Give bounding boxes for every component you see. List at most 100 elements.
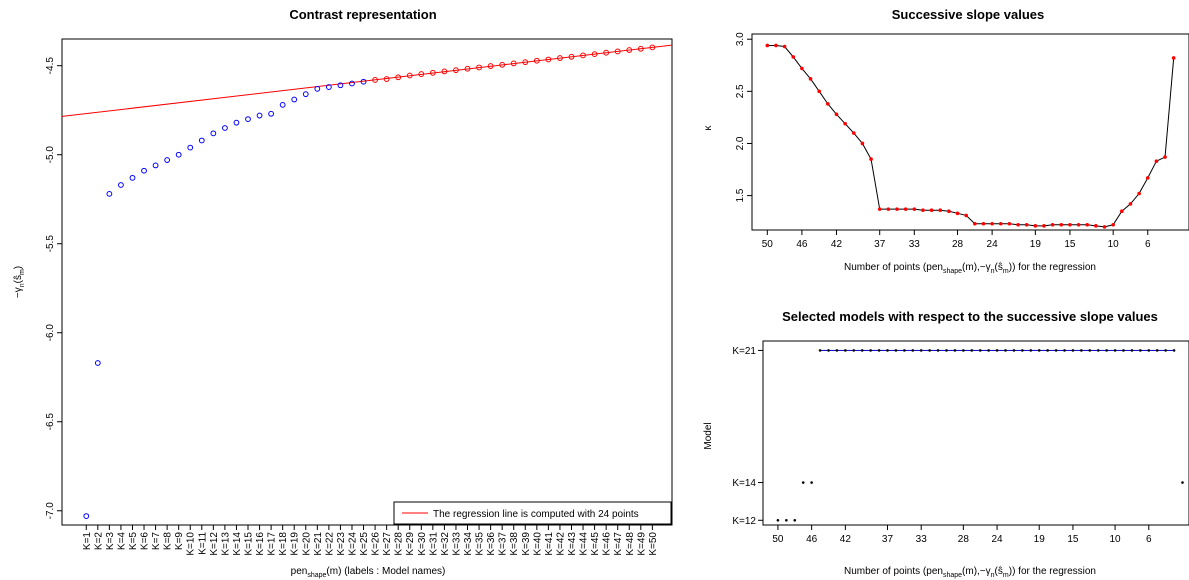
selected-model-point [953, 349, 957, 352]
slope-point [834, 112, 839, 117]
contrast-x-tick-label: K=45 [590, 532, 601, 556]
contrast-x-tick-label: K=50 [648, 532, 659, 556]
contrast-point [637, 45, 644, 52]
slope-y-tick-label: 2.5 [735, 84, 746, 98]
selected-model-point [1029, 349, 1033, 352]
contrast-x-tick-label: K=14 [232, 532, 243, 556]
selected-model-point [1172, 349, 1176, 352]
contrast-point [152, 162, 159, 169]
slope-point [1016, 222, 1020, 227]
contrast-x-tick-label: K=34 [463, 532, 474, 556]
contrast-x-tick-label: K=38 [509, 532, 520, 556]
slope-point [1050, 222, 1055, 227]
contrast-point [164, 157, 171, 163]
slope-point [808, 77, 813, 81]
contrast-x-tick-label: K=24 [347, 532, 358, 556]
slope-point [1111, 222, 1115, 227]
slope-x-tick-label: 33 [909, 239, 921, 250]
contrast-point [83, 513, 90, 519]
contrast-x-tick-label: K=33 [451, 532, 462, 556]
selected-models-x-tick-label: 10 [1110, 534, 1122, 545]
contrast-point [476, 64, 482, 71]
contrast-x-tick-label: K=12 [209, 532, 220, 556]
contrast-point [245, 116, 251, 123]
contrast-x-tick-label: K=37 [498, 532, 509, 556]
contrast-y-tick-label: -6.0 [45, 324, 56, 342]
contrast-x-tick-label: K=15 [244, 532, 255, 556]
contrast-point [580, 52, 586, 59]
slope-point [1068, 222, 1072, 227]
contrast-x-tick-label: K=20 [301, 532, 312, 556]
slope-chart: Successive slope values 1.5 2.0 2.5 3.0 50 4… [703, 7, 1189, 275]
contrast-point [383, 76, 390, 82]
selected-model-point [852, 349, 856, 352]
slope-y-label: κ [703, 125, 714, 131]
contrast-point [614, 48, 621, 55]
contrast-point [141, 167, 147, 174]
contrast-x-tick-label: K=23 [336, 532, 347, 556]
contrast-point [533, 57, 540, 64]
slope-point [955, 211, 960, 216]
contrast-x-tick-label: K=13 [220, 532, 231, 556]
slope-point [826, 102, 830, 106]
contrast-x-tick-label: K=28 [394, 532, 405, 556]
slope-point [1033, 224, 1038, 228]
slope-x-tick-label: 6 [1145, 239, 1151, 250]
selected-models-y-tick-label: K=14 [732, 478, 756, 489]
slope-point [912, 207, 917, 211]
slope-point [1094, 224, 1098, 228]
contrast-x-tick-label: K=40 [532, 532, 543, 556]
slope-point [903, 207, 908, 211]
contrast-point [372, 77, 378, 83]
selected-models-y-tick-label: K=21 [732, 346, 756, 357]
slope-point [921, 208, 925, 212]
contrast-point [649, 44, 656, 51]
slope-point [938, 208, 943, 212]
slope-point [1145, 176, 1150, 180]
selected-model-point [945, 349, 948, 352]
slope-x-tick-label: 15 [1064, 239, 1076, 250]
contrast-x-tick-label: K=30 [417, 532, 428, 556]
slope-point [1128, 202, 1133, 206]
slope-point [1102, 225, 1107, 229]
contrast-point [279, 101, 286, 108]
contrast-x-label: penshape(m) (labels : Model names) [291, 566, 446, 579]
contrast-plot-frame [61, 38, 673, 526]
selected-model-point [1012, 349, 1016, 352]
contrast-regression-layer [61, 44, 673, 117]
selected-model-point [995, 349, 999, 352]
contrast-x-tick-label: K=46 [602, 532, 613, 556]
selected-model-point [776, 518, 780, 522]
slope-point [782, 44, 787, 49]
selected-models-x-tick-label: 33 [916, 534, 928, 545]
contrast-point [175, 151, 182, 158]
contrast-point [337, 82, 344, 89]
contrast-x-tick-label: K=47 [613, 532, 624, 556]
selected-models-x-tick-label: 28 [958, 534, 970, 545]
contrast-point [221, 125, 228, 131]
contrast-y-tick-label: -4.5 [45, 57, 56, 75]
contrast-point [118, 182, 124, 188]
legend-label: The regression line is computed with 24 … [433, 509, 639, 520]
selected-model-point [962, 349, 965, 352]
slope-point [929, 208, 934, 212]
selected-model-point [911, 349, 915, 352]
slope-point [1085, 222, 1090, 227]
slope-x-axis: 50 46 42 37 33 28 24 19 15 10 6 [762, 230, 1151, 250]
selected-model-point [818, 349, 822, 352]
slope-point [1007, 221, 1012, 226]
selected-model-point [1037, 349, 1041, 352]
contrast-x-tick-label: K=32 [440, 532, 451, 556]
selected-models-points-layer [776, 349, 1184, 522]
slope-point [947, 209, 951, 214]
contrast-x-tick-label: K=10 [186, 532, 197, 556]
selected-models-x-tick-label: 6 [1146, 534, 1152, 545]
slope-y-tick-label: 1.5 [735, 188, 746, 202]
selected-model-point [1122, 349, 1125, 352]
selected-model-point [903, 349, 906, 352]
slope-point [895, 207, 899, 211]
contrast-x-tick-label: K=8 [163, 532, 174, 551]
contrast-x-tick-label: K=49 [636, 532, 647, 556]
contrast-x-tick-label: K=25 [359, 532, 370, 556]
selected-model-point [919, 349, 923, 352]
